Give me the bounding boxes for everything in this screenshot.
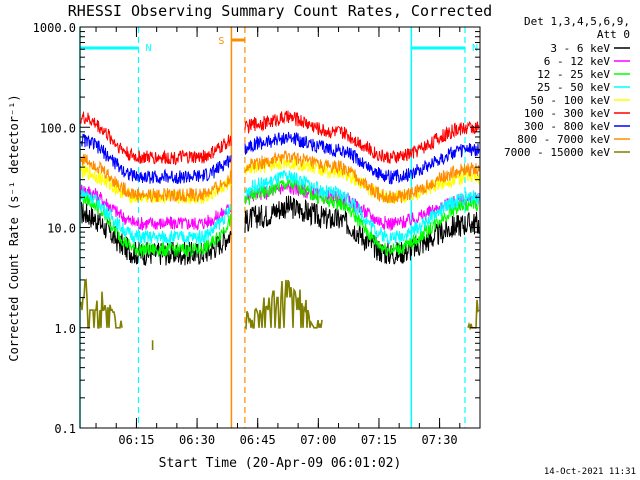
legend-label: 25 - 50 keV (537, 81, 610, 94)
legend-label: 300 - 800 keV (524, 120, 610, 133)
series-line (80, 278, 480, 350)
legend-label: 12 - 25 keV (537, 68, 610, 81)
y-axis-label: Corrected Count Rate (s⁻¹ detector⁻¹) (7, 94, 21, 361)
x-tick-label: 07:00 (300, 433, 336, 447)
series-line (80, 177, 480, 258)
legend-header: Det 1,3,4,5,6,9, (524, 15, 630, 28)
x-axis-label: Start Time (20-Apr-09 06:01:02) (159, 456, 402, 471)
legend-label: 7000 - 15000 keV (504, 146, 610, 159)
saa-label: S (218, 36, 224, 47)
x-tick-label: 07:15 (361, 433, 397, 447)
night-label: N (472, 43, 478, 54)
y-tick-label: 1.0 (54, 322, 76, 336)
series-line (80, 110, 480, 166)
x-tick-label: 06:15 (118, 433, 154, 447)
footer-timestamp: 14-Oct-2021 11:31 (544, 467, 636, 477)
x-tick-label: 06:45 (240, 433, 276, 447)
series-line (80, 131, 480, 185)
legend-label: 3 - 6 keV (550, 42, 610, 55)
legend-label: 50 - 100 keV (531, 94, 611, 107)
series-line (80, 150, 480, 204)
legend-header: Att 0 (597, 28, 630, 41)
y-tick-label: 100.0 (40, 121, 76, 135)
legend-label: 800 - 7000 keV (517, 133, 610, 146)
y-tick-label: 10.0 (47, 222, 76, 236)
series-line (80, 170, 480, 245)
chart-title: RHESSI Observing Summary Count Rates, Co… (68, 2, 492, 20)
x-tick-label: 06:30 (179, 433, 215, 447)
night-label: N (145, 43, 151, 54)
legend-label: 6 - 12 keV (544, 55, 611, 68)
axis-ticks: 0.1 1.0 10.0 100.0 1000.0 06:15 06:30 06:45 07:0… (33, 21, 480, 447)
x-tick-label: 07:30 (422, 433, 458, 447)
y-tick-label: 0.1 (54, 422, 76, 436)
plot-area: N NS (79, 27, 480, 428)
legend-label: 100 - 300 keV (524, 107, 610, 120)
y-tick-label: 1000.0 (33, 21, 76, 35)
